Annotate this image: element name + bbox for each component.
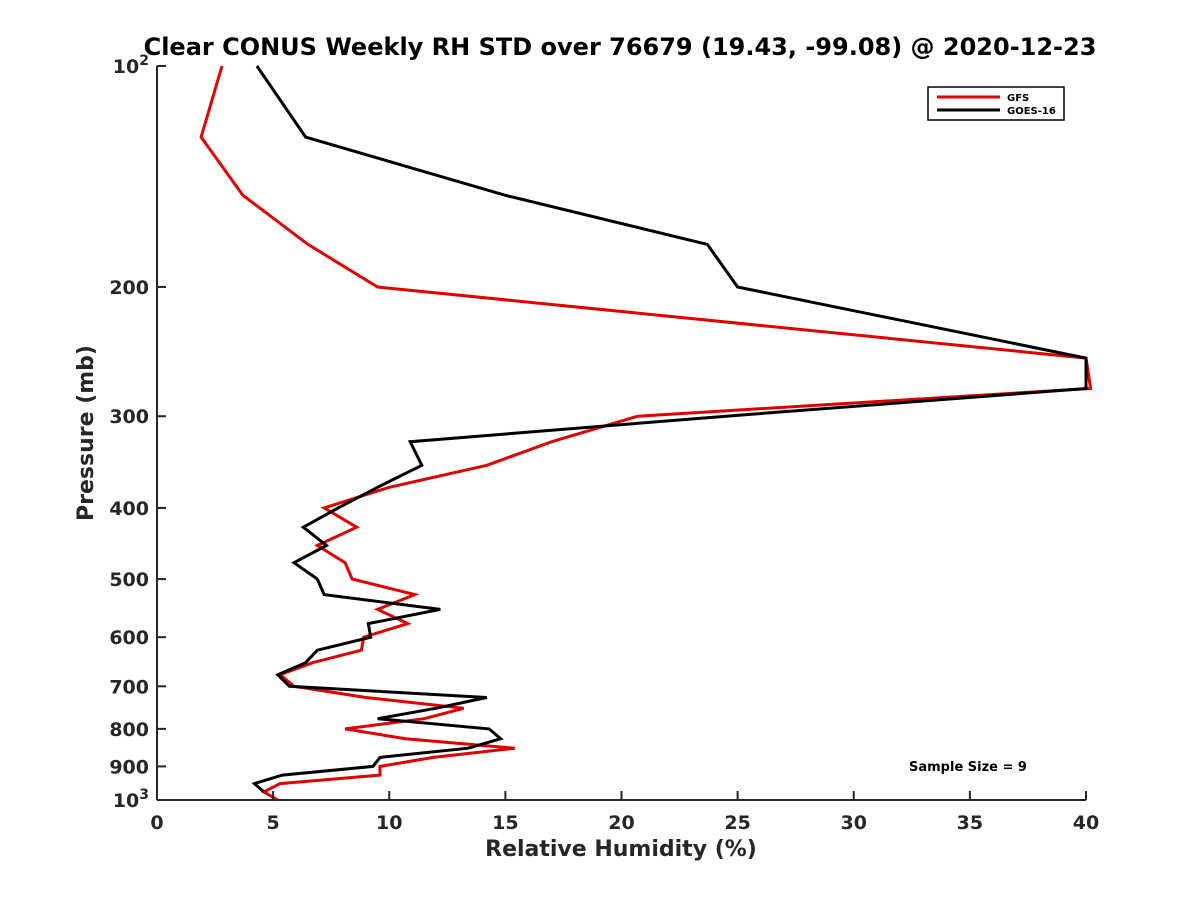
y-tick-label: 400 xyxy=(109,498,149,520)
y-tick-label: 103 xyxy=(113,787,149,812)
y-tick-label: 700 xyxy=(109,676,149,698)
y-tick-exponent: 3 xyxy=(139,787,149,803)
y-tick-label: 600 xyxy=(109,627,149,649)
x-tick-label: 15 xyxy=(492,812,518,834)
y-tick-label: 500 xyxy=(109,569,149,591)
series-line-gfs xyxy=(199,65,1093,802)
legend-label: GOES-16 xyxy=(1007,106,1056,117)
x-tick-label: 40 xyxy=(1073,812,1099,834)
y-axis-label: Pressure (mb) xyxy=(74,345,99,521)
y-tick-exponent: 2 xyxy=(139,53,149,69)
series-line-goes-16 xyxy=(251,65,1088,794)
x-tick-label: 20 xyxy=(608,812,634,834)
chart-title: Clear CONUS Weekly RH STD over 76679 (19… xyxy=(144,33,1097,61)
legend-box xyxy=(927,86,1065,121)
legend: GFS GOES-16 xyxy=(927,86,1065,121)
x-tick-label: 0 xyxy=(150,812,163,834)
sample-size-annotation: Sample Size = 9 xyxy=(909,760,1027,775)
x-tick-label: 30 xyxy=(841,812,867,834)
y-tick-label: 102 xyxy=(113,53,149,78)
y-tick-label: 900 xyxy=(109,756,149,778)
x-tick-label: 25 xyxy=(724,812,750,834)
x-tick-label: 5 xyxy=(267,812,280,834)
legend-label: GFS xyxy=(1007,93,1029,104)
x-tick-label: 35 xyxy=(957,812,983,834)
y-tick-label: 200 xyxy=(109,277,149,299)
y-tick-label: 300 xyxy=(109,406,149,428)
y-tick-label: 800 xyxy=(109,719,149,741)
x-tick-label: 10 xyxy=(376,812,402,834)
x-axis-label: Relative Humidity (%) xyxy=(485,837,757,862)
plot-area: 0 5 10 15 20 25 30 35 40 102 200 300 400 500 600 700 800… xyxy=(109,53,1099,834)
